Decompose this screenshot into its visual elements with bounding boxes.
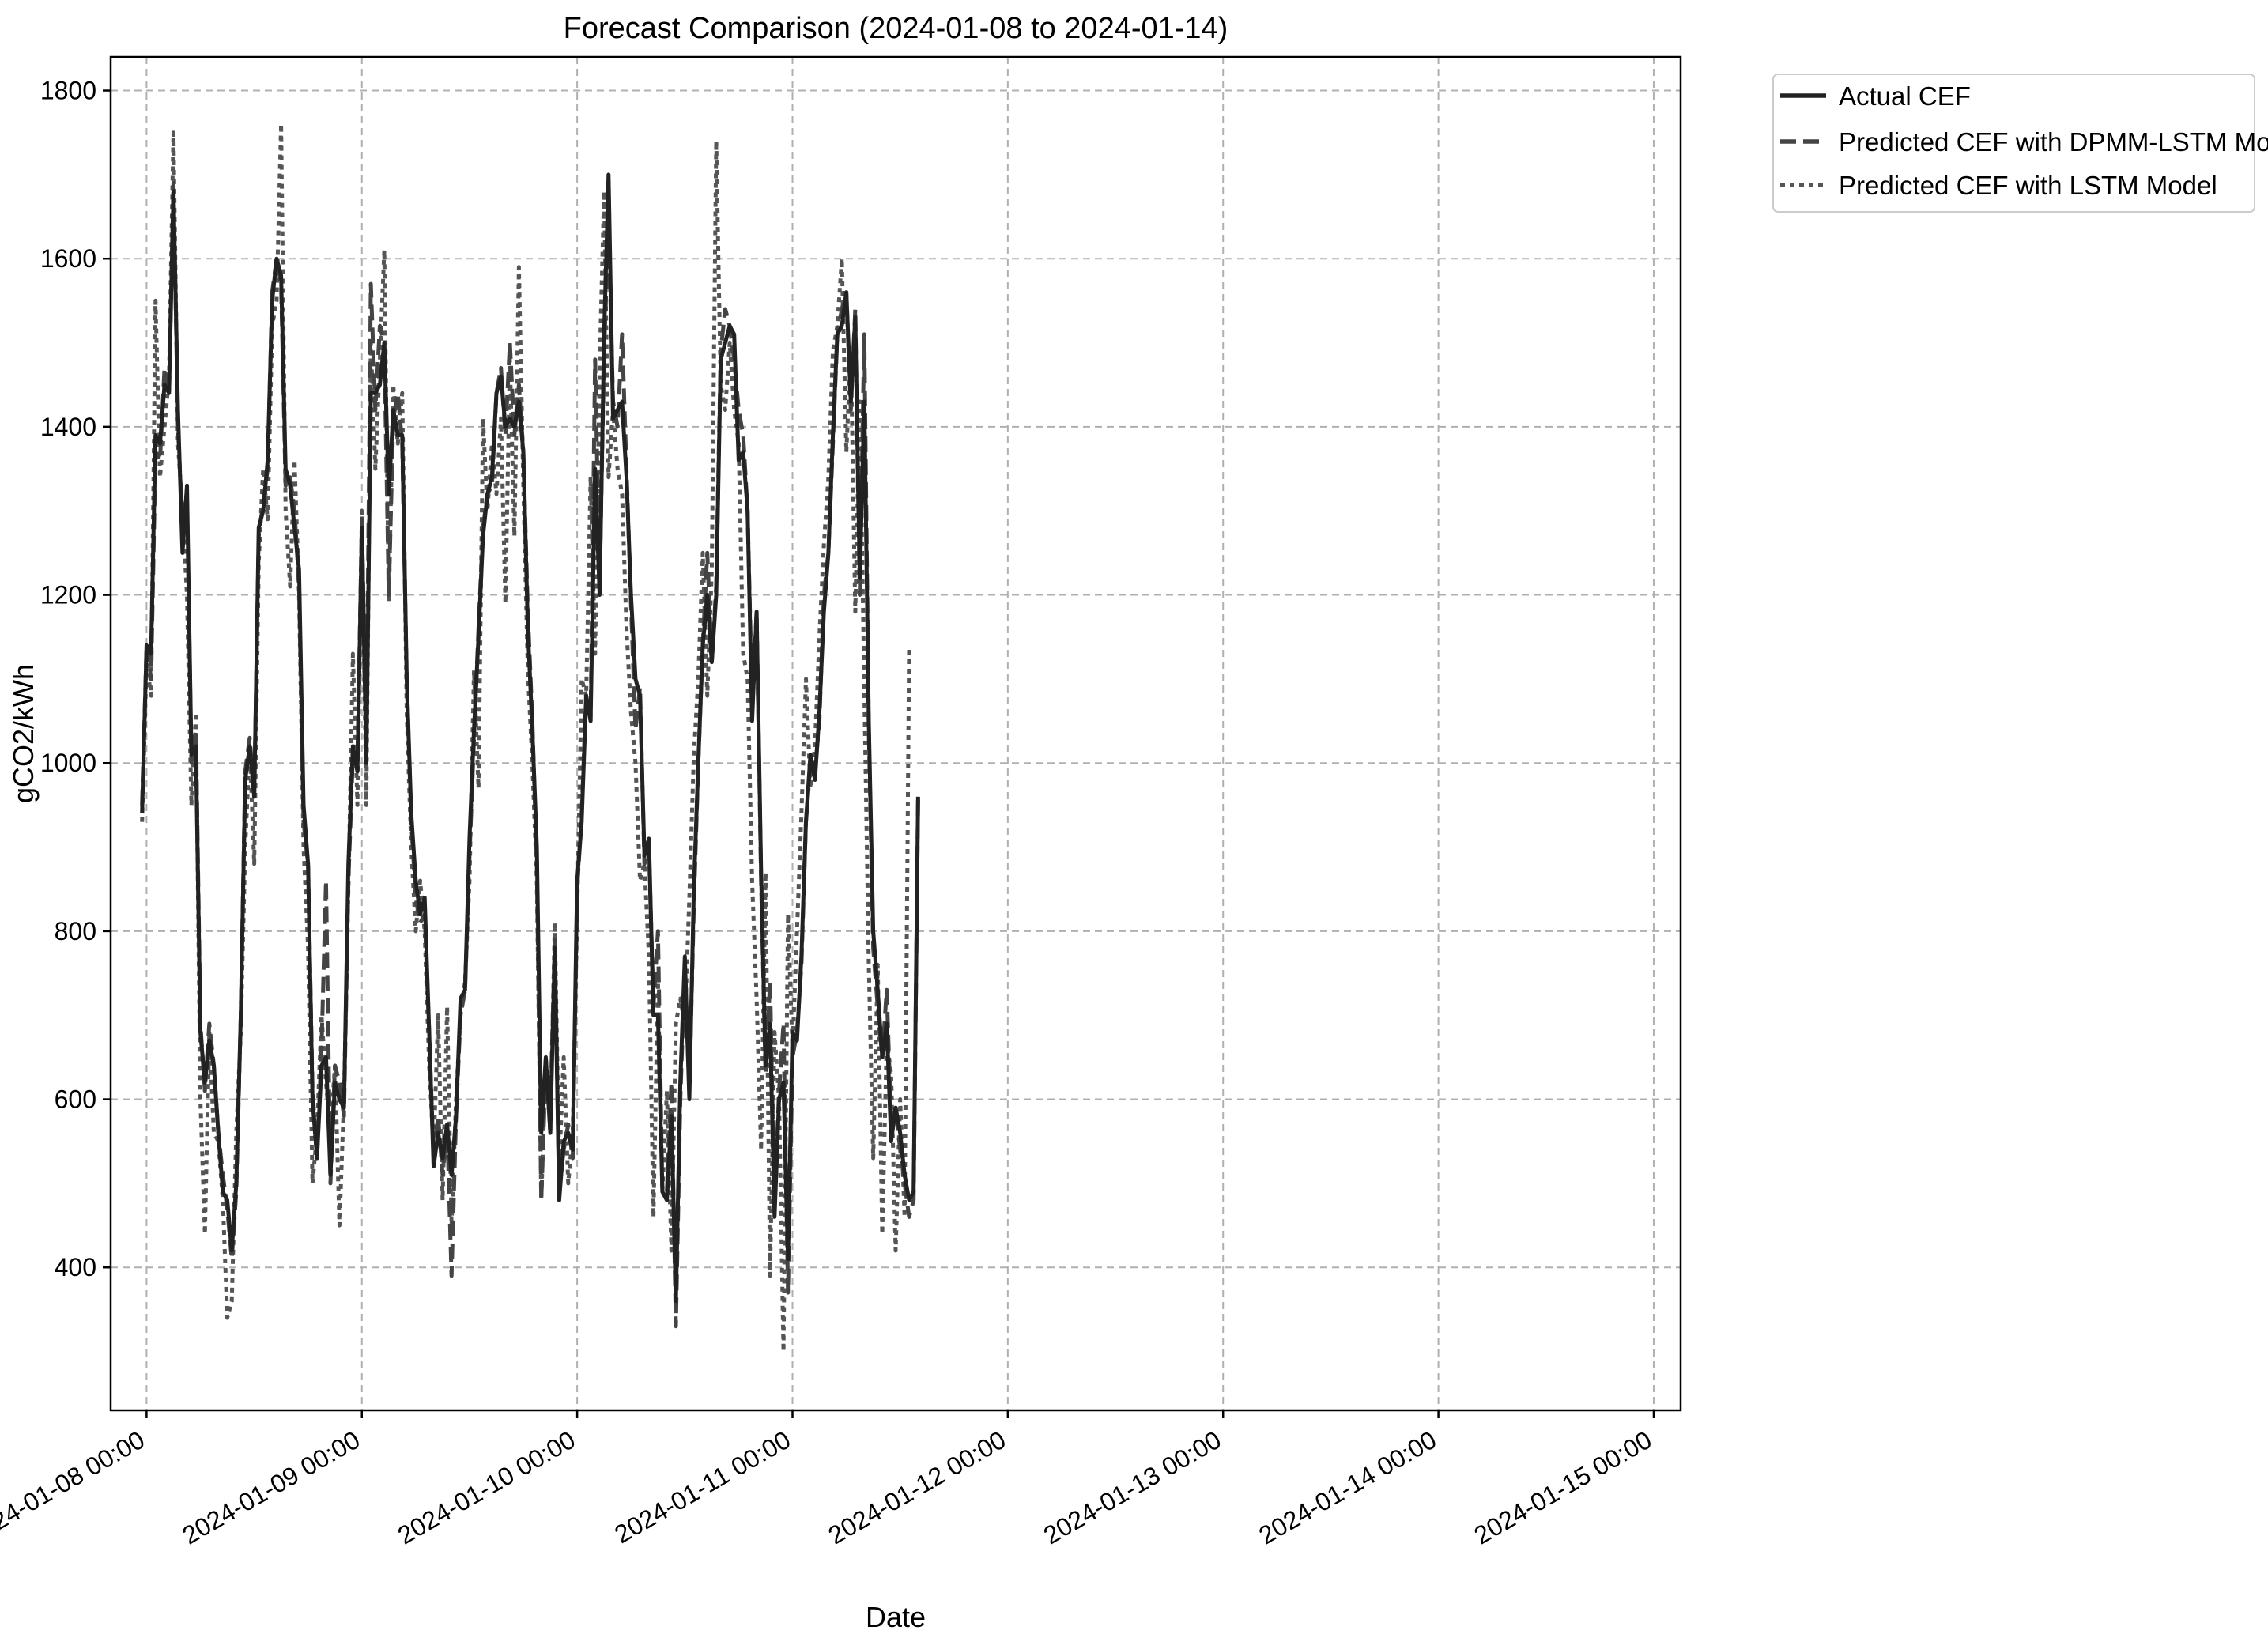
y-tick-label: 400	[55, 1253, 96, 1281]
y-tick-label: 1200	[40, 581, 96, 610]
y-tick-label: 1600	[40, 244, 96, 273]
x-axis-label: Date	[866, 1601, 926, 1633]
x-tick-label: 2024-01-09 00:00	[177, 1425, 364, 1550]
legend-label-actual: Actual CEF	[1839, 81, 1971, 111]
y-axis-label: gCO2/kWh	[7, 664, 40, 803]
x-tick-label: 2024-01-15 00:00	[1470, 1425, 1657, 1550]
legend-label-dpmm-lstm: Predicted CEF with DPMM-LSTM Model	[1839, 127, 2268, 157]
y-axis: 400 600 800 1000 1200 1400 1600 1800	[40, 77, 111, 1281]
y-tick-label: 600	[55, 1085, 96, 1114]
x-tick-label: 2024-01-13 00:00	[1039, 1425, 1226, 1550]
x-tick-label: 2024-01-08 00:00	[0, 1425, 149, 1550]
x-axis: 2024-01-08 00:00 2024-01-09 00:00 2024-01-…	[0, 1410, 1656, 1549]
y-tick-label: 1800	[40, 77, 96, 105]
legend-label-lstm: Predicted CEF with LSTM Model	[1839, 171, 2217, 200]
plot-frame	[109, 55, 1682, 1412]
legend: Actual CEF Predicted CEF with DPMM-LSTM …	[1772, 74, 2268, 213]
y-tick-label: 800	[55, 917, 96, 945]
x-tick-label: 2024-01-12 00:00	[824, 1425, 1011, 1550]
chart-title: Forecast Comparison (2024-01-08 to 2024-…	[564, 12, 1228, 45]
series-group	[140, 122, 920, 1354]
x-tick-label: 2024-01-10 00:00	[393, 1425, 580, 1550]
x-tick-label: 2024-01-14 00:00	[1254, 1425, 1441, 1550]
legend-frame	[1772, 74, 2255, 213]
x-tick-label: 2024-01-11 00:00	[609, 1425, 795, 1549]
y-tick-label: 1400	[40, 413, 96, 441]
y-tick-label: 1000	[40, 749, 96, 777]
grid	[111, 57, 1681, 1410]
series-line-solid	[140, 172, 920, 1304]
